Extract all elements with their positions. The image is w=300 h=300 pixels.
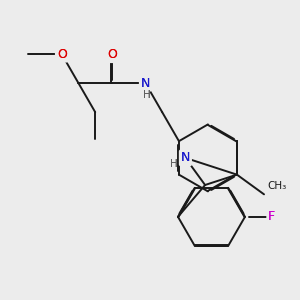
Text: N: N: [181, 152, 190, 164]
Text: H: H: [170, 160, 178, 170]
Text: H: H: [170, 160, 178, 170]
Text: O: O: [107, 48, 117, 61]
Text: O: O: [57, 48, 67, 61]
Text: F: F: [268, 210, 275, 223]
Text: O: O: [107, 48, 117, 61]
Text: O: O: [57, 48, 67, 61]
Text: N: N: [181, 152, 190, 164]
Text: O: O: [57, 48, 67, 61]
Text: N: N: [141, 77, 150, 90]
Text: N: N: [141, 77, 150, 90]
Text: H: H: [143, 90, 151, 100]
Text: O: O: [107, 48, 117, 61]
Text: H: H: [143, 90, 151, 100]
Text: N: N: [141, 77, 150, 90]
Text: F: F: [268, 210, 275, 223]
Text: N: N: [181, 152, 190, 164]
Text: F: F: [268, 210, 275, 223]
Text: CH₃: CH₃: [268, 181, 287, 191]
